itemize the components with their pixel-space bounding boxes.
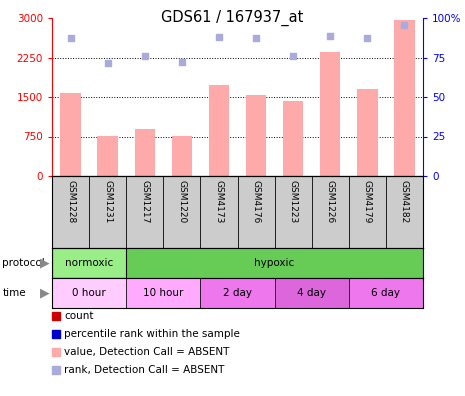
Text: GSM1217: GSM1217 bbox=[140, 180, 149, 223]
Text: count: count bbox=[64, 311, 93, 321]
Text: ▶: ▶ bbox=[40, 257, 50, 270]
Bar bbox=[394, 20, 415, 176]
Point bbox=[252, 35, 260, 41]
Text: 4 day: 4 day bbox=[297, 288, 326, 298]
Text: GSM1223: GSM1223 bbox=[289, 180, 298, 223]
Text: 10 hour: 10 hour bbox=[143, 288, 184, 298]
Bar bbox=[283, 101, 303, 176]
Bar bbox=[275, 278, 349, 308]
Point bbox=[178, 59, 186, 65]
Text: rank, Detection Call = ABSENT: rank, Detection Call = ABSENT bbox=[64, 365, 225, 375]
Bar bbox=[60, 93, 81, 176]
Point bbox=[401, 22, 408, 28]
Point bbox=[104, 60, 112, 67]
Text: GSM1220: GSM1220 bbox=[177, 180, 186, 223]
Bar bbox=[134, 129, 155, 176]
Text: hypoxic: hypoxic bbox=[254, 258, 295, 268]
Point bbox=[326, 33, 334, 40]
Point bbox=[364, 35, 371, 41]
Text: value, Detection Call = ABSENT: value, Detection Call = ABSENT bbox=[64, 347, 229, 357]
Text: GSM4182: GSM4182 bbox=[400, 180, 409, 223]
Bar bbox=[320, 52, 340, 176]
Bar bbox=[246, 95, 266, 176]
Point bbox=[67, 35, 74, 41]
Text: 0 hour: 0 hour bbox=[72, 288, 106, 298]
Point bbox=[289, 53, 297, 59]
Point bbox=[141, 53, 148, 59]
Text: time: time bbox=[2, 288, 26, 298]
Point bbox=[215, 34, 223, 40]
Bar bbox=[200, 278, 275, 308]
Bar bbox=[172, 136, 192, 176]
Text: normoxic: normoxic bbox=[65, 258, 113, 268]
Bar bbox=[52, 278, 126, 308]
Text: GSM1228: GSM1228 bbox=[66, 180, 75, 223]
Bar bbox=[349, 278, 423, 308]
Text: 6 day: 6 day bbox=[372, 288, 400, 298]
Bar bbox=[209, 86, 229, 176]
Text: GDS61 / 167937_at: GDS61 / 167937_at bbox=[161, 10, 304, 26]
Bar bbox=[98, 136, 118, 176]
Text: GSM4176: GSM4176 bbox=[252, 180, 260, 223]
Bar bbox=[52, 248, 126, 278]
Text: GSM4179: GSM4179 bbox=[363, 180, 372, 223]
Text: percentile rank within the sample: percentile rank within the sample bbox=[64, 329, 240, 339]
Text: ▶: ▶ bbox=[40, 286, 50, 299]
Bar bbox=[357, 89, 378, 176]
Text: 2 day: 2 day bbox=[223, 288, 252, 298]
Text: GSM4173: GSM4173 bbox=[214, 180, 224, 223]
Text: GSM1226: GSM1226 bbox=[326, 180, 335, 223]
Text: GSM1231: GSM1231 bbox=[103, 180, 112, 223]
Bar bbox=[126, 278, 200, 308]
Text: protocol: protocol bbox=[2, 258, 45, 268]
